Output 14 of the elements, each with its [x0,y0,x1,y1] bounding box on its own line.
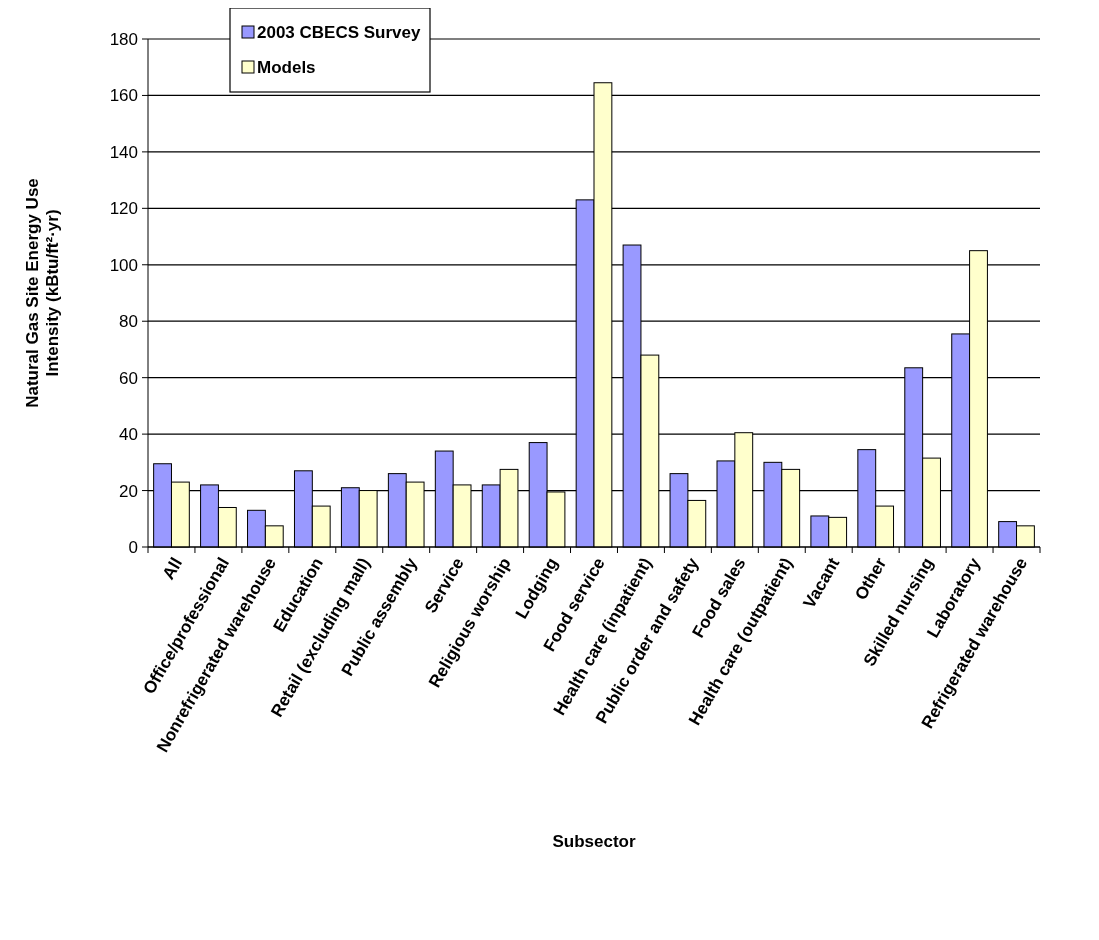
x-axis-title: Subsector [552,832,636,851]
y-tick-label: 0 [128,537,138,557]
y-tick-label: 100 [109,255,138,275]
y-tick-label: 160 [109,86,138,106]
y-tick-label: 140 [109,142,138,162]
y-tick-label: 180 [109,29,138,49]
legend-label: 2003 CBECS Survey [257,22,422,42]
y-tick-label: 20 [119,481,138,501]
legend-label: Models [257,57,316,77]
y-tick-label: 80 [119,312,138,332]
y-tick-label: 40 [119,425,138,445]
y-tick-label: 60 [119,368,138,388]
y-axis-title: Natural Gas Site Energy Use Intensity (kBtu/ft²·yr) [22,178,63,408]
y-tick-label: 120 [109,199,138,219]
